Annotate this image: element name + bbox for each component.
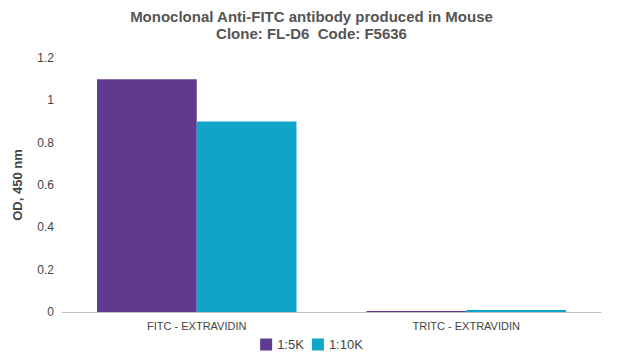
svg-text:0: 0 [47, 305, 54, 319]
svg-text:1: 1 [47, 93, 54, 107]
svg-text:FITC - EXTRAVIDIN: FITC - EXTRAVIDIN [147, 320, 246, 332]
svg-text:1:5K: 1:5K [277, 337, 304, 352]
svg-text:0.6: 0.6 [37, 178, 54, 192]
svg-text:0.8: 0.8 [37, 136, 54, 150]
svg-text:OD, 450 nm: OD, 450 nm [10, 149, 25, 221]
svg-text:TRITC - EXTRAVIDIN: TRITC - EXTRAVIDIN [413, 320, 520, 332]
svg-text:Clone: FL-D6 Code: F5636: Clone: FL-D6 Code: F5636 [216, 25, 407, 42]
svg-text:Monoclonal Anti-FITC antibody: Monoclonal Anti-FITC antibody produced i… [130, 8, 493, 25]
svg-text:1:10K: 1:10K [329, 337, 363, 352]
svg-text:0.2: 0.2 [37, 263, 54, 277]
svg-text:1.2: 1.2 [37, 51, 54, 65]
svg-text:0.4: 0.4 [37, 220, 54, 234]
